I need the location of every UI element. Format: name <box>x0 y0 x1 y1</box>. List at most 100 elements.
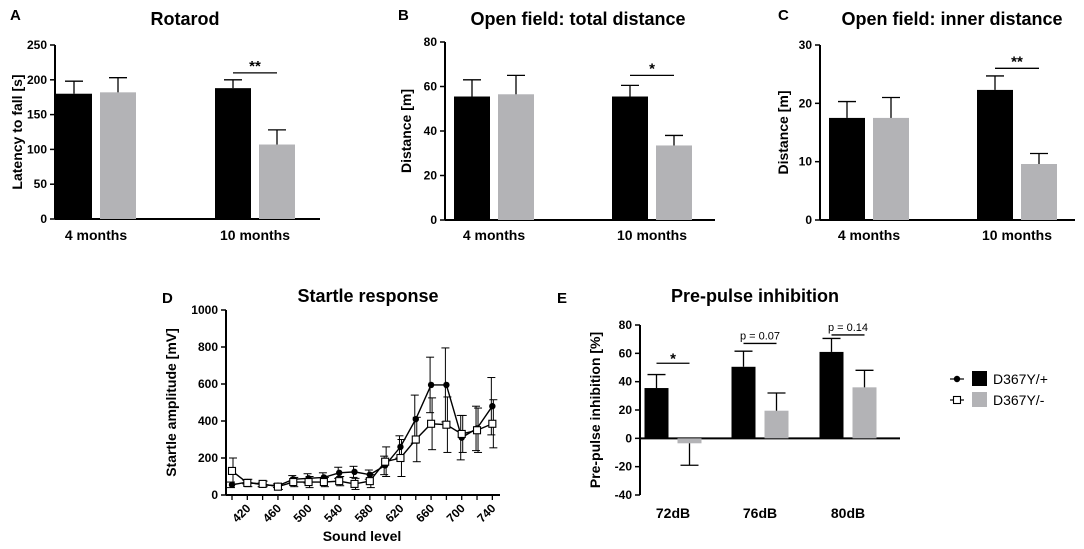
data-point-wt <box>443 381 450 389</box>
y-tick-label: 20 <box>424 169 438 183</box>
bar-wt <box>819 351 844 439</box>
data-point-mut <box>411 435 420 444</box>
bar-mut <box>764 410 789 439</box>
y-tick-label: 1000 <box>191 303 218 317</box>
x-tick-label: 660 <box>413 501 437 525</box>
legend-label: D367Y/- <box>993 392 1045 408</box>
data-point-mut <box>304 477 313 487</box>
x-tick-label: 460 <box>260 501 284 525</box>
significance-marker: * <box>649 60 655 77</box>
x-category-label: 4 months <box>463 227 525 243</box>
x-category-label: 80dB <box>831 505 865 521</box>
data-point-mut <box>350 479 359 488</box>
panel-d: D Startle response Startle amplitude [mV] 0… <box>162 286 500 544</box>
bar-mut <box>852 387 877 439</box>
y-tick-label: -40 <box>615 488 633 502</box>
p-value-label: p = 0.07 <box>740 330 780 342</box>
data-point-mut <box>472 426 482 435</box>
x-category-label: 72dB <box>656 505 690 521</box>
data-point-wt <box>489 403 496 410</box>
legend-label: D367Y/+ <box>993 371 1048 387</box>
bar-mut <box>1021 164 1057 220</box>
x-tick-label: 740 <box>474 501 498 525</box>
panel-a: A Rotarod Latency to fall [s] 0 50 100 150 200 2… <box>9 7 320 243</box>
y-axis-label: Startle amplitude [mV] <box>163 328 179 477</box>
y-tick-label: 20 <box>619 403 633 417</box>
bar-wt <box>454 96 490 220</box>
panel-label: E <box>557 290 567 307</box>
y-tick-label: 600 <box>198 377 218 391</box>
chart-title: Startle response <box>297 286 438 306</box>
data-point-wt <box>427 381 435 389</box>
data-point-mut <box>427 419 436 428</box>
bar-wt <box>731 366 756 439</box>
p-value-label: p = 0.14 <box>828 322 868 334</box>
panel-label: C <box>778 7 789 24</box>
bar-wt <box>56 93 92 219</box>
data-point-mut <box>442 420 451 429</box>
significance-marker: ** <box>1011 53 1023 70</box>
data-point-mut <box>457 429 466 439</box>
panel-b: B Open field: total distance Distance [m] 0… <box>398 7 715 243</box>
data-point-mut <box>319 477 328 487</box>
y-tick-label: 80 <box>424 35 438 49</box>
chart-title: Open field: total distance <box>470 9 685 29</box>
data-point-mut <box>273 482 282 491</box>
bar-wt <box>829 117 865 220</box>
data-point-wt <box>366 471 374 478</box>
data-point-wt <box>228 481 236 489</box>
panel-label: B <box>398 7 409 24</box>
legend-swatch <box>972 371 987 386</box>
data-point-mut <box>365 477 374 486</box>
x-axis-label: Sound level <box>323 528 402 544</box>
x-tick-label: 700 <box>444 501 468 525</box>
y-tick-label: 60 <box>424 80 438 94</box>
bar-mut <box>656 145 692 220</box>
bar-wt <box>612 96 648 220</box>
y-tick-label: 40 <box>619 375 633 389</box>
legend-swatch <box>972 392 987 407</box>
y-tick-label: -20 <box>615 460 633 474</box>
significance-marker: ** <box>249 58 261 75</box>
bar-wt <box>977 89 1013 221</box>
y-tick-label: 250 <box>27 38 47 52</box>
bar-mut <box>100 92 136 219</box>
panel-e: E Pre-pulse inhibition Pre-pulse inhibitio… <box>557 286 900 521</box>
y-tick-label: 30 <box>799 38 813 52</box>
y-tick-label: 60 <box>619 346 633 360</box>
y-tick-label: 0 <box>430 213 437 227</box>
bar-wt <box>215 88 251 219</box>
y-axis-label: Latency to fall [s] <box>9 74 25 189</box>
panel-c: C Open field: inner distance Distance [m] 0… <box>775 7 1075 243</box>
bar-wt <box>644 388 669 439</box>
bar-mut <box>873 117 909 220</box>
panel-label: D <box>162 290 173 307</box>
data-point-mut <box>335 477 344 486</box>
y-tick-label: 40 <box>424 124 438 138</box>
x-tick-label: 420 <box>229 501 253 525</box>
x-category-label: 10 months <box>617 227 687 243</box>
y-tick-label: 0 <box>805 213 812 227</box>
chart-title: Pre-pulse inhibition <box>671 286 839 306</box>
y-axis-label: Distance [m] <box>775 90 791 174</box>
legend: D367Y/+ D367Y/- <box>950 371 1048 408</box>
series-line-wt <box>231 384 493 487</box>
x-tick-label: 500 <box>291 501 315 525</box>
y-axis-label: Distance [m] <box>398 89 414 173</box>
legend-marker-circle <box>953 375 961 383</box>
data-point-wt <box>336 469 343 476</box>
y-tick-label: 100 <box>27 142 47 156</box>
significance-marker: * <box>670 350 676 367</box>
y-tick-label: 10 <box>799 155 813 169</box>
y-axis-label: Pre-pulse inhibition [%] <box>587 332 603 488</box>
data-point-mut <box>488 419 497 428</box>
data-point-mut <box>227 466 237 476</box>
x-category-label: 4 months <box>838 227 900 243</box>
y-tick-label: 50 <box>34 177 48 191</box>
y-tick-label: 200 <box>27 73 47 87</box>
bar-mut <box>259 144 295 219</box>
y-tick-label: 800 <box>198 340 218 354</box>
data-point-mut <box>381 457 390 466</box>
x-category-label: 76dB <box>743 505 777 521</box>
x-tick-label: 540 <box>321 501 345 525</box>
